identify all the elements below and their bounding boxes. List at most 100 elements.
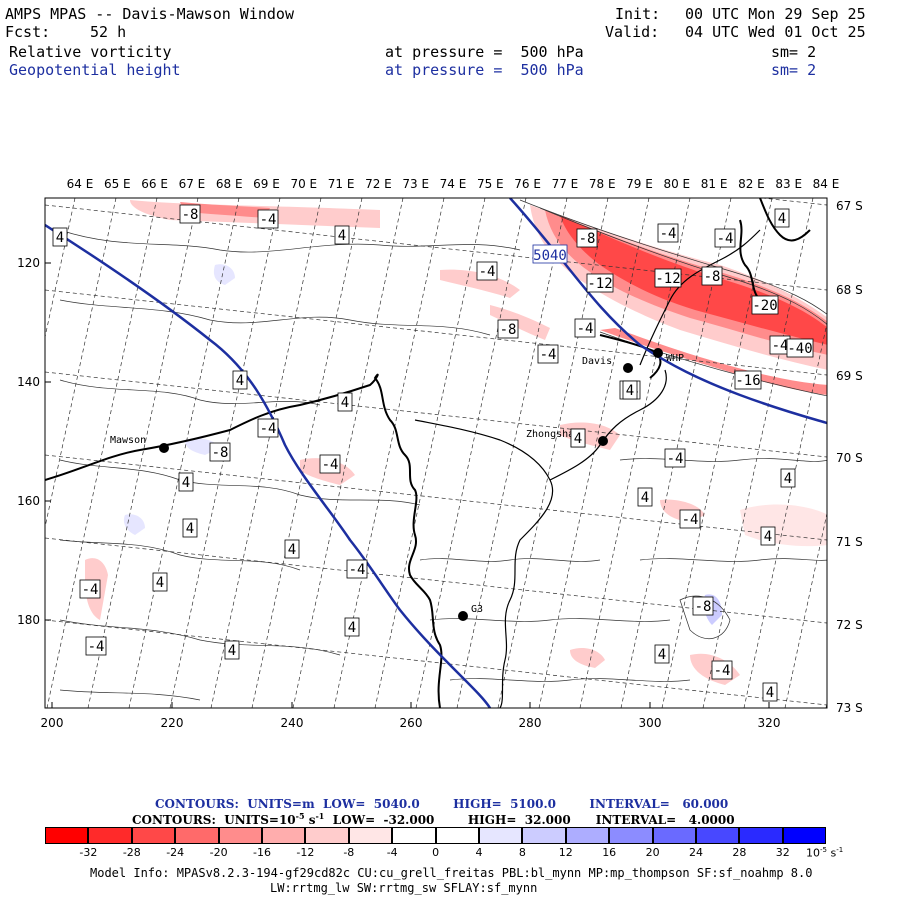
model-info-line2: LW:rrtmg_lw SW:rrtmg_sw SFLAY:sf_mynn (270, 881, 538, 895)
vorticity-label: -20 (751, 295, 779, 315)
latitude-label: 69 S (836, 369, 863, 383)
vorticity-label-text: -4 (577, 321, 594, 337)
init-label: Init: (615, 5, 661, 23)
field2-level: at pressure = 500 hPa (385, 61, 584, 79)
color-scale-box (782, 827, 827, 844)
mawson-label: Mawson (110, 435, 146, 446)
vorticity-label: -8 (497, 319, 519, 339)
latitude-label: 72 S (836, 618, 863, 632)
longitude-labels: 64 E 65 E 66 E 67 E 68 E 69 E 70 E 71 E 72 E 73 E… (67, 177, 840, 191)
color-scale-unit: 10-5 s-1 (806, 846, 843, 860)
longitude-label: 69 E (253, 177, 280, 191)
height-label-text: 5040 (533, 248, 567, 264)
plot-frame (44, 197, 828, 709)
scale-unit-exp: -5 (820, 846, 827, 854)
latitude-label: 68 S (836, 283, 863, 297)
vorticity-label-text: 4 (348, 620, 356, 636)
x-tick-label: 320 (758, 716, 781, 730)
longitude-label: 79 E (626, 177, 653, 191)
vorticity-label-text: -4 (88, 639, 105, 655)
vorticity-contour-suffix: s (304, 813, 316, 827)
x-tick-label: 280 (519, 716, 542, 730)
vorticity-label: 4 (570, 428, 586, 448)
vorticity-label-text: -4 (714, 663, 731, 679)
vorticity-label-text: 4 (182, 475, 190, 491)
vorticity-label-text: -16 (735, 373, 760, 389)
x-tick-label: 220 (161, 716, 184, 730)
vorticity-label-text: -4 (479, 264, 496, 280)
longitude-label: 84 E (813, 177, 840, 191)
vorticity-label-text: -8 (182, 207, 199, 223)
height-contour-labels: 5040 (532, 244, 568, 264)
vorticity-label-text: -8 (695, 599, 712, 615)
vorticity-label: -12 (586, 273, 614, 293)
vorticity-label-text: 4 (156, 575, 164, 591)
vorticity-label: -4 (257, 418, 279, 438)
ice-shelf-outline (414, 229, 761, 708)
color-scale-tick: -12 (296, 846, 315, 859)
vorticity-label-text: -4 (260, 212, 277, 228)
vorticity-label: 4 (334, 225, 350, 245)
color-scale-tick: 4 (475, 846, 483, 859)
vorticity-label: -4 (346, 559, 368, 579)
mawson-marker[interactable] (159, 443, 169, 453)
color-scale-box (522, 827, 566, 844)
vorticity-label-text: -8 (579, 231, 596, 247)
color-scale-box (739, 827, 783, 844)
vorticity-label: 4 (232, 370, 248, 390)
longitude-label: 77 E (552, 177, 579, 191)
color-scale-tick: 8 (518, 846, 526, 859)
scale-unit-s-exp: -1 (836, 846, 844, 854)
davis-marker[interactable] (623, 363, 633, 373)
station-labels: Mawson Davis Zhongshan WHP G3 (110, 353, 684, 615)
vorticity-label: 4 (224, 640, 240, 660)
latitude-label: 73 S (836, 701, 863, 715)
longitude-label: 82 E (738, 177, 765, 191)
longitude-label: 67 E (179, 177, 206, 191)
vorticity-label-text: 4 (341, 395, 349, 411)
color-scale-box (131, 827, 176, 844)
y-axis-ticks: 120 140 160 180 (17, 256, 51, 627)
x-tick-label: 260 (400, 716, 423, 730)
whp-marker[interactable] (653, 348, 663, 358)
vorticity-label: -4 (714, 228, 736, 248)
map-title: AMPS MPAS -- Davis-Mawson Window (5, 5, 294, 23)
x-tick-label: 240 (281, 716, 304, 730)
color-scale-box (262, 827, 306, 844)
latitude-labels: 67 S 68 S 69 S 70 S 71 S 72 S 73 S (836, 199, 863, 715)
vorticity-label-text: -8 (212, 445, 229, 461)
longitude-label: 78 E (589, 177, 616, 191)
vorticity-label: -4 (537, 344, 559, 364)
latitude-label: 67 S (836, 199, 863, 213)
color-scale-tick: -20 (209, 846, 228, 859)
zhongshan-marker[interactable] (598, 436, 608, 446)
vorticity-label-text: -20 (752, 298, 777, 314)
color-scale-tick: -16 (253, 846, 271, 859)
vorticity-label: -4 (476, 261, 498, 281)
vorticity-label-text: 4 (784, 471, 792, 487)
scale-unit-base: 10 (806, 846, 820, 860)
color-scale-tick: -4 (386, 846, 398, 859)
vorticity-label: -8 (209, 442, 231, 462)
init-time: 00 UTC Mon 29 Sep 25 (685, 5, 866, 23)
vorticity-label: -8 (701, 266, 723, 286)
vorticity-label: 4 (774, 208, 790, 228)
vorticity-label-text: -4 (772, 338, 789, 354)
vorticity-label: -8 (576, 228, 598, 248)
vorticity-label-text: 4 (236, 373, 244, 389)
vorticity-label: 4 (182, 518, 198, 538)
g3-marker[interactable] (458, 611, 468, 621)
vorticity-label: -4 (574, 318, 596, 338)
height-contour-info: CONTOURS: UNITS=m LOW= 5040.0 HIGH= 5100… (155, 797, 729, 811)
vorticity-label-text: 4 (186, 521, 194, 537)
longitude-label: 76 E (514, 177, 541, 191)
color-scale-box (175, 827, 219, 844)
vorticity-contour-prefix: CONTOURS: UNITS=10 (132, 813, 296, 827)
color-scale-box (392, 827, 436, 844)
vorticity-label-text: -4 (260, 421, 277, 437)
color-scale-tick: 24 (689, 846, 703, 859)
color-scale-box (348, 827, 393, 844)
whp-label: WHP (666, 353, 684, 364)
color-scale-box (479, 827, 523, 844)
vorticity-label-text: -4 (540, 347, 557, 363)
